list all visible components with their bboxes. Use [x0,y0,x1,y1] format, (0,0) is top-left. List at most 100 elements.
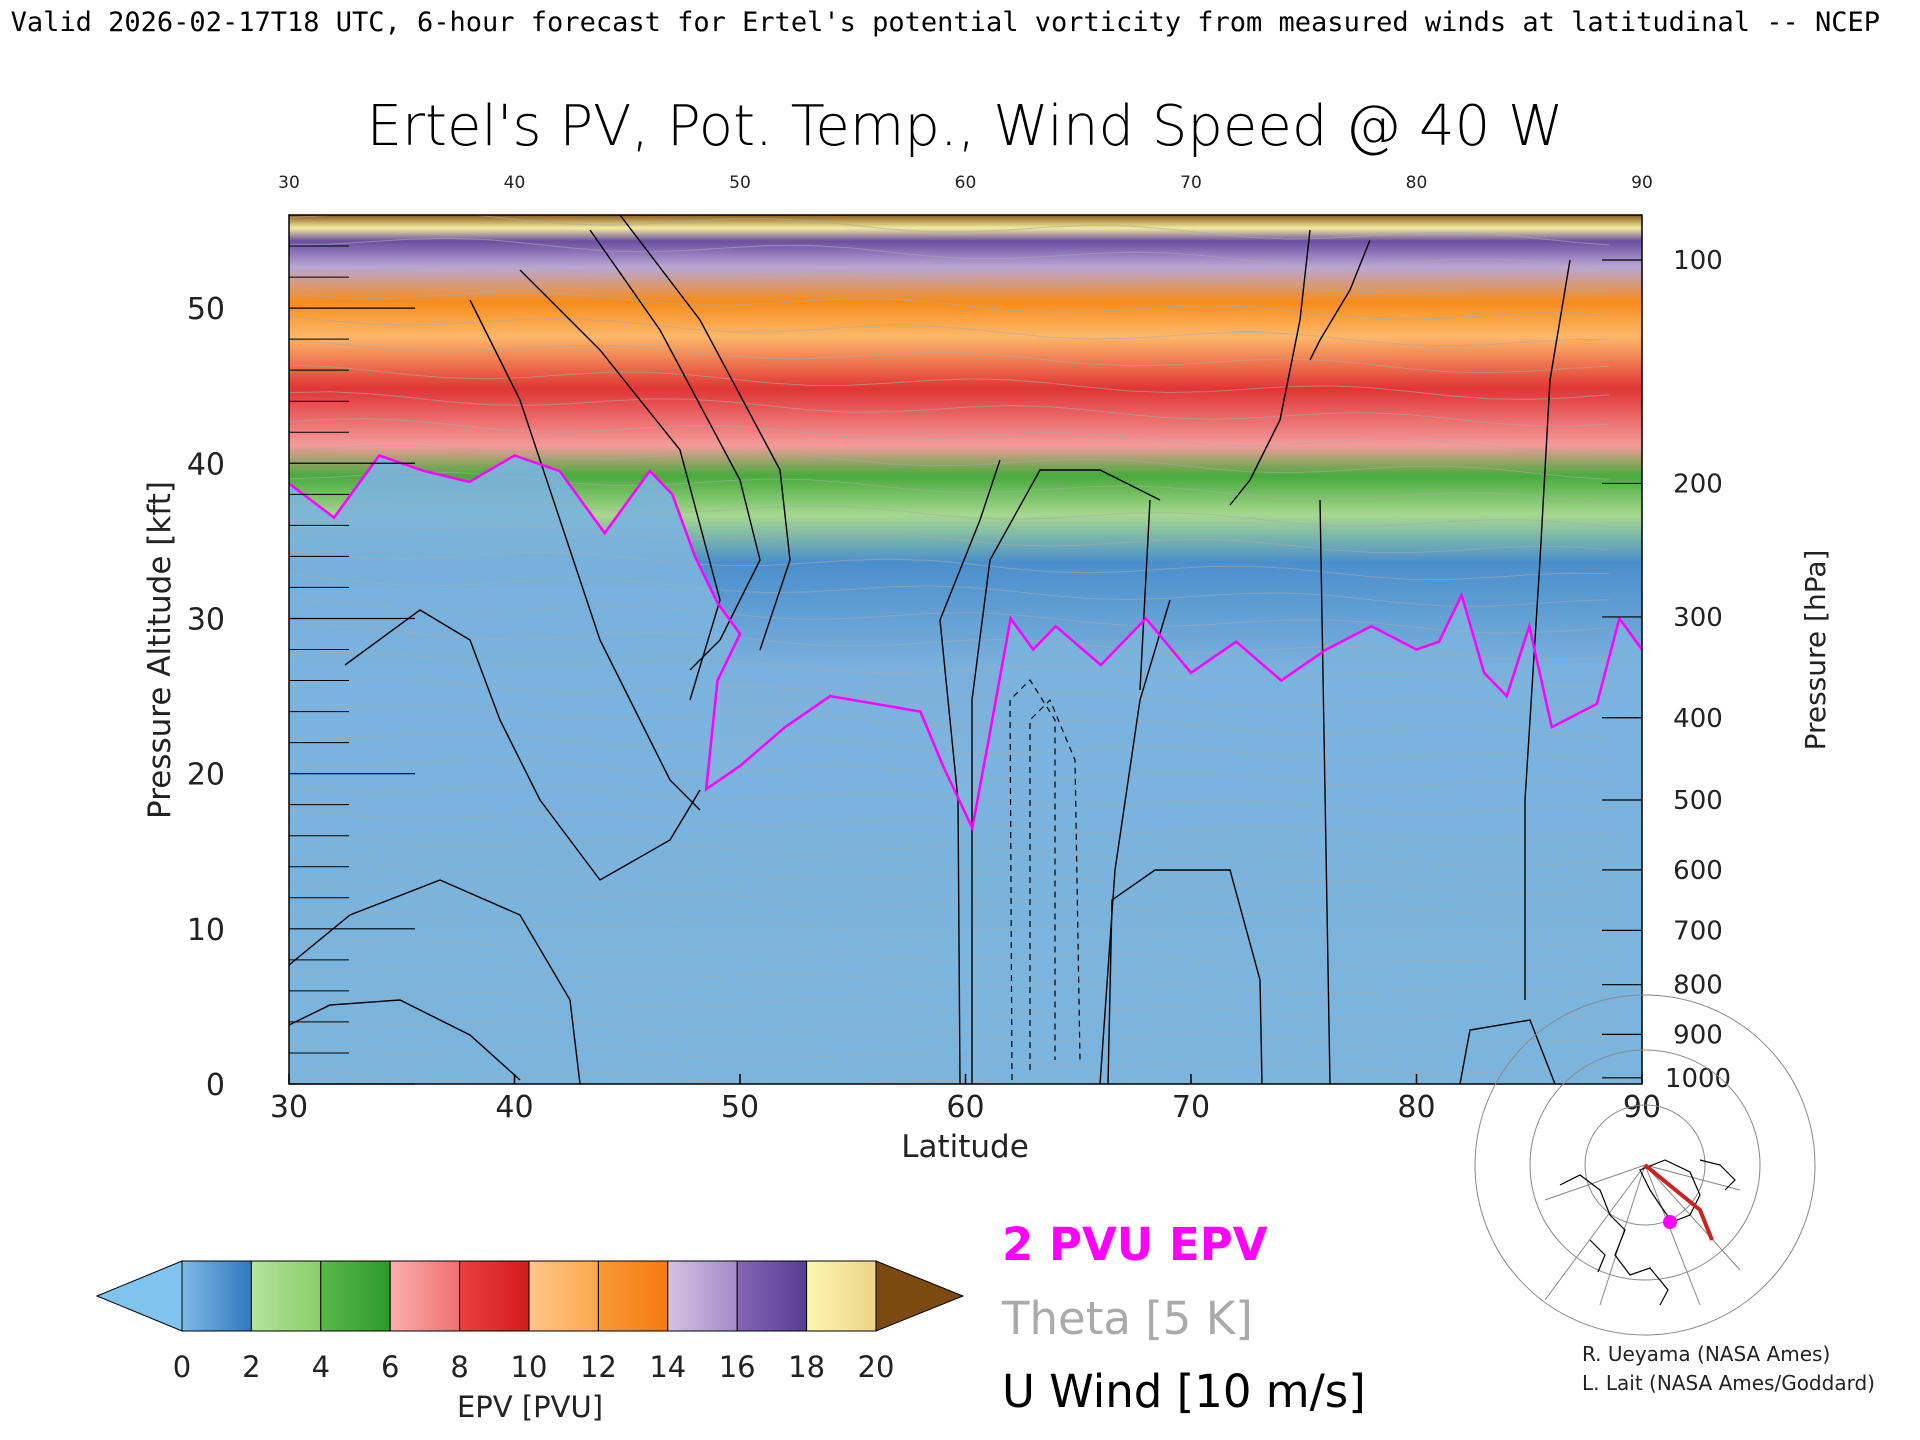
wind-contour [469,299,701,811]
theta-isentrope [289,938,1610,974]
pressure-tick-label: 800 [1673,971,1723,1001]
y-tick-label: 0 [206,1068,225,1103]
y-axis-left: 0 10 20 30 40 50 [187,245,415,1103]
colorbar-tick-label: 16 [719,1350,756,1384]
colorbar-segment [389,1260,461,1332]
legend-wind: U Wind [10 m/s] [1002,1365,1366,1418]
wind-contour [1459,1019,1556,1084]
inset-marker [1663,1215,1677,1229]
credit-line-2: L. Lait (NASA Ames/Goddard) [1582,1371,1875,1395]
theta-isentrope [289,992,1610,1022]
colorbar: 0 2 4 6 8 10 12 14 16 18 20 [95,1260,965,1384]
colorbar-segment [250,1260,322,1332]
forecast-header: Valid 2026-02-17T18 UTC, 6-hour forecast… [11,7,1880,38]
x-tick-label: 80 [1397,1090,1435,1125]
colorbar-under-arrow [95,1260,183,1332]
y-tick-label: 30 [187,602,225,637]
x-top-tick-label: 50 [729,173,751,193]
wind-contour [344,609,701,881]
y-tick-label: 50 [187,292,225,327]
theta-isentrope [289,444,1610,480]
colorbar-tick-label: 14 [649,1350,686,1384]
wind-contour [1309,239,1371,361]
colorbar-tick-label: 6 [381,1350,399,1384]
y-axis-label: Pressure Altitude [kft] [142,481,178,819]
theta-isentrope [289,598,1610,634]
x-axis-top: 30 40 50 60 70 80 90 [278,173,1653,193]
x-tick-label: 30 [270,1090,308,1125]
theta-isentrope [289,758,1610,788]
theta-isentrope [289,965,1610,998]
theta-isentrope [289,808,1610,841]
wind-contour [1229,229,1311,506]
colorbar-segment [181,1260,252,1332]
x-tick-label: 40 [495,1090,533,1125]
theta-isentrope [289,785,1610,814]
x-tick-label: 70 [1172,1090,1210,1125]
pressure-tick-label: 900 [1673,1020,1723,1050]
pressure-tick-label: 600 [1673,856,1723,886]
legend-theta: Theta [5 K] [1001,1292,1253,1345]
theta-isentrope [289,315,1610,347]
credit-line-1: R. Ueyama (NASA Ames) [1582,1342,1830,1366]
theta-contours [289,215,1610,1084]
theta-isentrope [289,1019,1610,1048]
colorbar-tick-label: 8 [450,1350,468,1384]
colorbar-segment [320,1260,391,1332]
theta-isentrope [289,1067,1014,1084]
wind-contour [1524,259,1571,1000]
theta-isentrope [289,885,1610,921]
theta-isentrope [289,339,1610,374]
theta-isentrope [289,858,1610,895]
colorbar-segment [528,1260,599,1332]
pressure-tick-label: 400 [1673,704,1723,734]
wind-contour [619,215,791,651]
wind-contour [519,269,721,701]
x-top-tick-label: 70 [1180,173,1202,193]
colorbar-segment [459,1260,530,1332]
colorbar-tick-label: 2 [242,1350,260,1384]
x-axis-bottom: 30 40 50 60 70 80 90 [270,1074,1661,1125]
x-axis-label: Latitude [901,1129,1029,1165]
wind-contours [289,215,1571,1084]
wind-contour-negative [1029,698,1081,1070]
colorbar-tick-label: 10 [511,1350,548,1384]
theta-isentrope [289,1043,1610,1075]
theta-isentrope [289,678,1610,714]
wind-contour [289,999,521,1081]
plot-area [289,215,1642,1084]
x-tick-label: 60 [946,1090,984,1125]
theta-isentrope [289,731,1610,763]
colorbar-label: EPV [PVU] [457,1390,603,1424]
pressure-tick-label: 700 [1673,916,1723,946]
theta-isentrope [289,912,1610,948]
chart-title: Ertel's PV, Pot. Temp., Wind Speed @ 40 … [367,94,1564,159]
colorbar-segment [597,1260,669,1332]
wind-contour [1319,499,1331,1084]
y2-axis-label: Pressure [hPa] [1799,550,1832,751]
wind-contour [1099,599,1171,1084]
troposphere-fill [289,455,1642,1084]
inset-transect [1643,1163,1714,1241]
theta-isentrope [289,573,1610,607]
theta-isentrope [289,291,1610,320]
x-top-tick-label: 80 [1406,173,1428,193]
y-tick-label: 20 [187,758,225,793]
theta-isentrope [289,550,1610,581]
x-top-tick-label: 60 [955,173,977,193]
colorbar-tick-label: 12 [580,1350,617,1384]
wind-contour [289,879,581,1084]
theta-isentrope [289,705,1610,739]
x-tick-label: 50 [721,1090,759,1125]
theta-isentrope [289,498,1610,528]
wind-contour [939,459,1001,1084]
x-tick-label: 90 [1623,1090,1661,1125]
colorbar-tick-label: 18 [788,1350,825,1384]
theta-isentrope [289,391,1610,427]
theta-isentrope [289,264,1610,294]
colorbar-tick-label: 4 [312,1350,330,1384]
x-top-tick-label: 40 [504,173,526,193]
colorbar-segment [806,1260,877,1332]
pressure-tick-label: 200 [1673,469,1723,499]
theta-isentrope [289,215,1610,246]
